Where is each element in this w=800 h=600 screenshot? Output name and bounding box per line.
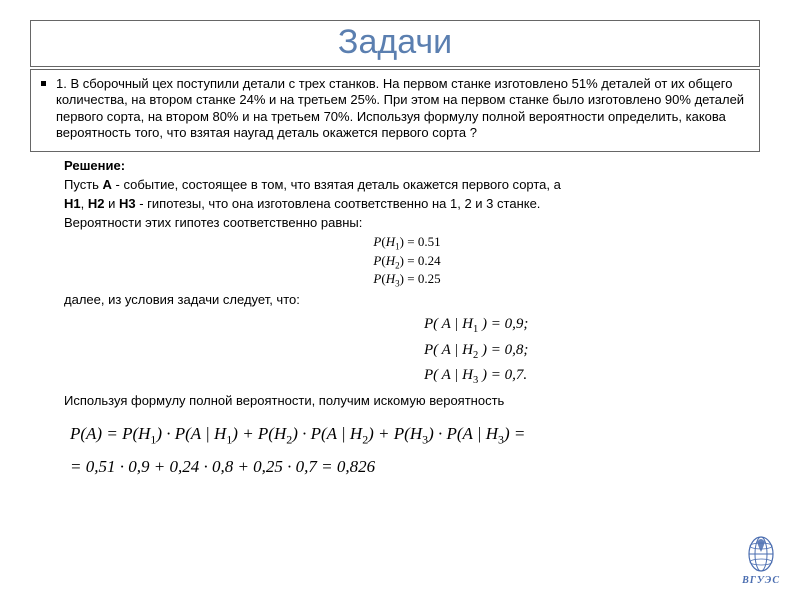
page-title: Задачи [31, 23, 759, 62]
prior-equations: P(H1) = 0.51 P(H2) = 0.24 P(H3) = 0.25 [373, 234, 440, 291]
solution-heading-bold: Решение: [64, 158, 125, 173]
sol-l2-m1: , [81, 196, 88, 211]
prior-2: P(H2) = 0.24 [373, 253, 440, 272]
solution-line1: Пусть А - событие, состоящее в том, что … [64, 177, 750, 194]
problem-row: 1. В сборочный цех поступили детали с тр… [41, 76, 749, 141]
sol-l2-post: - гипотезы, что она изготовлена соответс… [136, 196, 541, 211]
final-equation: P(A) = P(H1) · P(A | H1) + P(H2) · P(A |… [64, 418, 750, 483]
sol-h3: Н3 [119, 196, 136, 211]
sol-l1-bold: А [103, 177, 112, 192]
sol-h2: Н2 [88, 196, 105, 211]
sol-l1-post: - событие, состоящее в том, что взятая д… [112, 177, 561, 192]
bullet-icon [41, 81, 46, 86]
prior-3: P(H3) = 0.25 [373, 271, 440, 290]
problem-text: 1. В сборочный цех поступили детали с тр… [56, 76, 749, 141]
logo: ВГУЭС [742, 534, 780, 586]
cond-label: далее, из условия задачи следует, что: [64, 292, 300, 309]
solution-heading: Решение: [64, 158, 750, 175]
cond-2: P( A | H2 ) = 0,8; [424, 339, 750, 364]
cond-1: P( A | H1 ) = 0,9; [424, 313, 750, 338]
logo-text: ВГУЭС [742, 575, 780, 586]
solution-block: Решение: Пусть А - событие, состоящее в … [30, 158, 760, 483]
sol-h1: Н1 [64, 196, 81, 211]
sol-l1-pre: Пусть [64, 177, 103, 192]
solution-line2: Н1, Н2 и Н3 - гипотезы, что она изготовл… [64, 196, 750, 213]
cond-equations: P( A | H1 ) = 0,9; P( A | H2 ) = 0,8; P(… [424, 313, 750, 389]
final-label: Используя формулу полной вероятности, по… [64, 393, 750, 410]
cond-row: далее, из условия задачи следует, что: [64, 292, 750, 311]
problem-box: 1. В сборочный цех поступили детали с тр… [30, 69, 760, 152]
title-box: Задачи [30, 20, 760, 67]
sol-l2-m2: и [104, 196, 119, 211]
cond-3: P( A | H3 ) = 0,7. [424, 364, 750, 389]
final-line2: = 0,51 · 0,9 + 0,24 · 0,8 + 0,25 · 0,7 =… [70, 451, 750, 483]
prior-1: P(H1) = 0.51 [373, 234, 440, 253]
logo-icon [743, 534, 779, 574]
solution-line3: Вероятности этих гипотез соответственно … [64, 215, 750, 232]
final-line1: P(A) = P(H1) · P(A | H1) + P(H2) · P(A |… [70, 418, 750, 451]
